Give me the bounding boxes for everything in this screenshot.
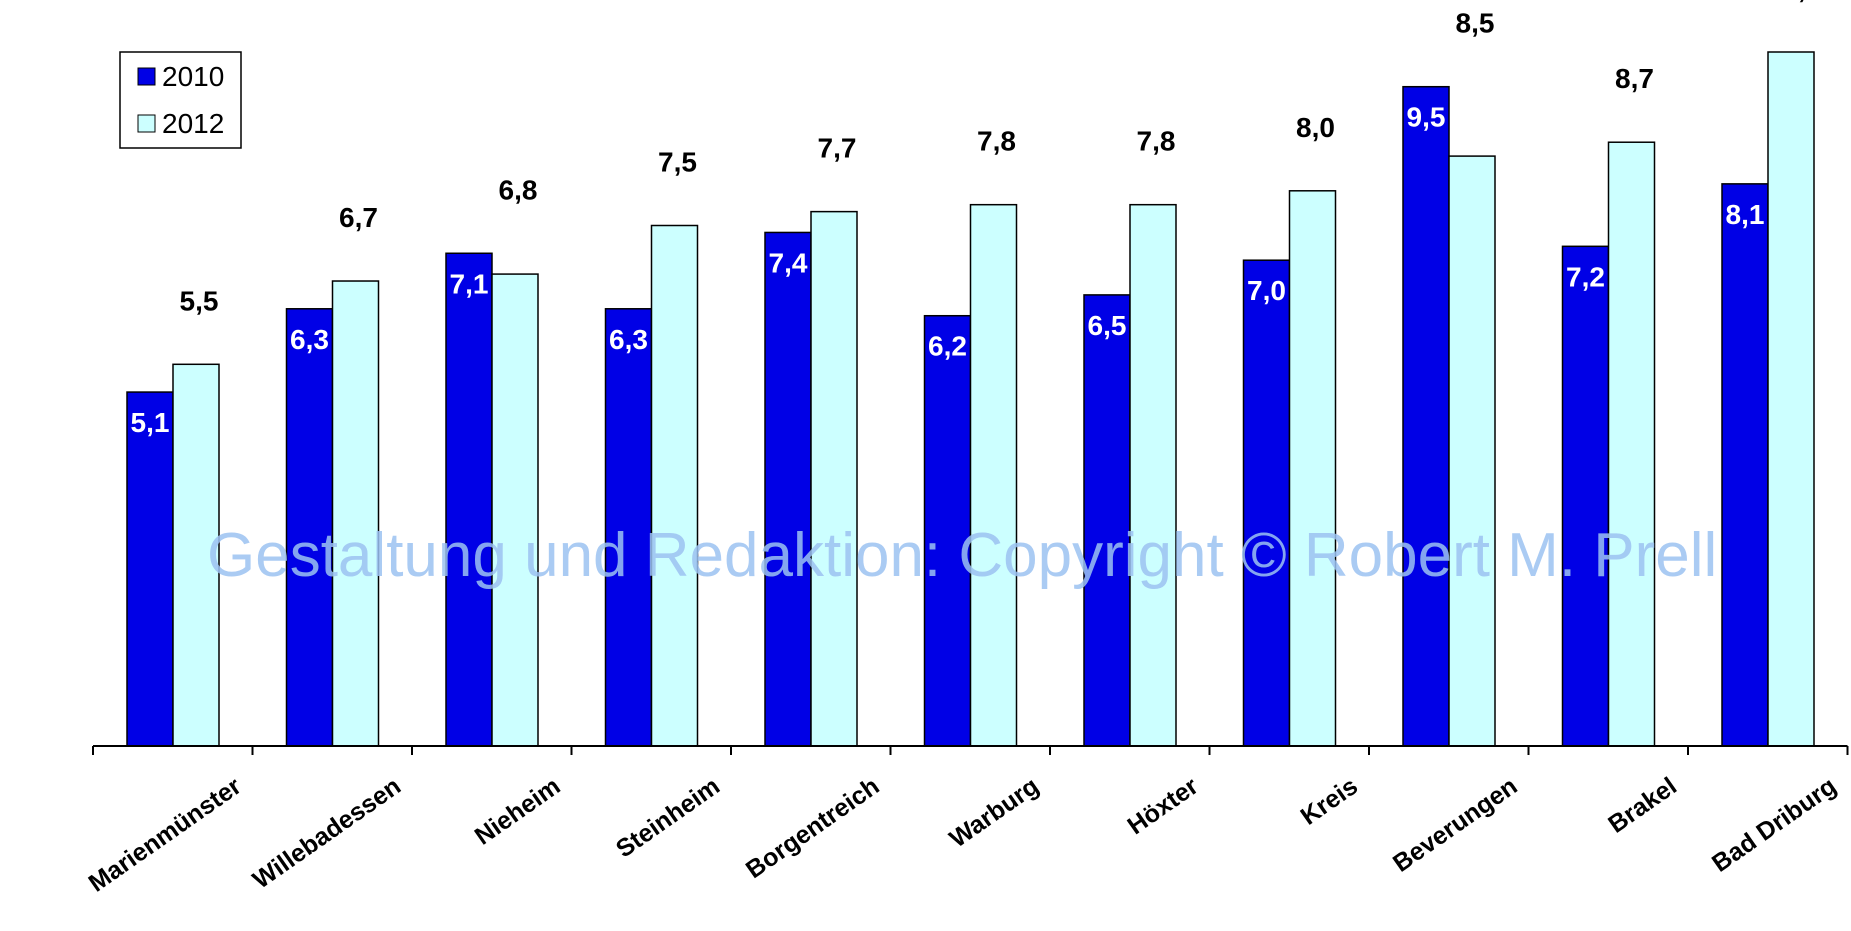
value-label-2010: 5,1 <box>131 407 170 438</box>
bar-2010 <box>1721 183 1769 747</box>
value-label-2010: 8,1 <box>1726 199 1765 230</box>
bar-2010 <box>285 308 334 747</box>
legend-label-2010: 2010 <box>162 61 224 92</box>
bar-2012 <box>650 224 699 747</box>
bar-2010 <box>923 314 972 747</box>
value-label-2012: 7,8 <box>1137 126 1176 157</box>
legend-swatch-2010 <box>137 67 156 86</box>
category-labels-group: Marienmünster Willebadessen Nieheim Steinhe… <box>84 772 1842 898</box>
value-label-2012: 5,5 <box>180 285 219 316</box>
category-label: Nieheim <box>470 772 566 851</box>
bar-2012 <box>1767 51 1815 747</box>
legend-swatch-2012 <box>137 114 156 133</box>
value-label-2012: 8,0 <box>1296 112 1335 143</box>
bar-2012 <box>969 203 1018 747</box>
value-label-2010: 6,3 <box>290 324 329 355</box>
category-label: Höxter <box>1123 772 1204 841</box>
value-label-2010: 6,3 <box>609 324 648 355</box>
bar-2012 <box>1129 203 1177 747</box>
bar-2012 <box>331 280 380 747</box>
bar-2010 <box>126 391 174 747</box>
category-label: Borgentreich <box>741 772 885 884</box>
legend: 2010 2012 <box>119 51 242 149</box>
bar-2012 <box>1288 190 1337 747</box>
value-label-2012: 10,0 <box>1767 0 1822 4</box>
bar-2012 <box>810 210 858 747</box>
bar-2012 <box>491 273 539 747</box>
x-axis-ticks <box>92 746 1849 755</box>
value-label-2012: 8,7 <box>1615 63 1654 94</box>
bars-group <box>126 51 1815 747</box>
bar-2010 <box>445 252 493 747</box>
value-label-2010: 7,4 <box>769 247 808 278</box>
bar-2012 <box>1448 155 1496 747</box>
category-label: Brakel <box>1603 772 1682 839</box>
legend-label-2012: 2012 <box>162 108 224 139</box>
value-label-2012: 6,8 <box>499 174 538 205</box>
category-label: Warburg <box>944 772 1043 853</box>
bar-2010 <box>1083 294 1131 747</box>
value-label-2010: 7,1 <box>450 268 489 299</box>
bar-2010 <box>764 231 812 747</box>
category-label: Kreis <box>1296 772 1363 831</box>
value-label-2010: 6,2 <box>928 331 967 362</box>
bar-2010 <box>1561 245 1610 747</box>
value-label-2010: 6,5 <box>1088 310 1127 341</box>
category-label: Beverungen <box>1388 772 1522 878</box>
bar-2010 <box>1402 85 1450 747</box>
bar-2010 <box>1242 259 1291 747</box>
value-label-2012: 7,5 <box>658 147 697 178</box>
value-label-2012: 7,7 <box>818 133 857 164</box>
value-label-2010: 7,2 <box>1566 261 1605 292</box>
category-label: Marienmünster <box>84 772 247 898</box>
category-label: Willebadessen <box>248 772 406 894</box>
value-label-2010: 7,0 <box>1247 275 1286 306</box>
category-label: Steinheim <box>611 772 725 863</box>
bar-2010 <box>604 308 653 747</box>
value-label-2012: 7,8 <box>977 126 1016 157</box>
bar-2012 <box>172 363 220 747</box>
value-label-2012: 8,5 <box>1456 8 1495 39</box>
category-label: Bad Driburg <box>1707 772 1841 878</box>
value-label-2010: 9,5 <box>1407 102 1446 133</box>
value-label-2012: 6,7 <box>339 202 378 233</box>
value-labels-group: 5,1 5,5 6,3 6,7 7,1 6,8 6,3 7,5 7,4 7,7 6,2 7,8 6,5 7… <box>131 0 1822 438</box>
bar-2012 <box>1607 141 1656 747</box>
